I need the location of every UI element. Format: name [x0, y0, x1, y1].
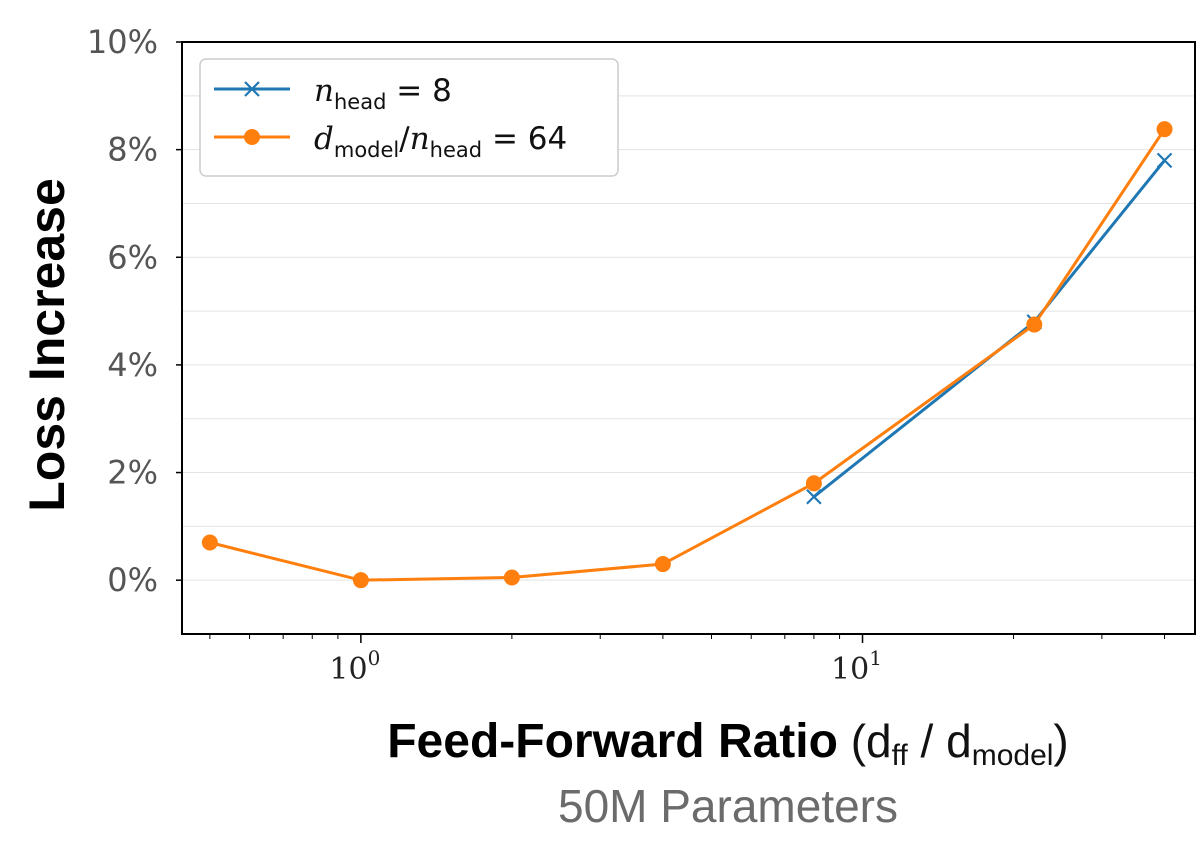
legend-sub: model [334, 138, 399, 162]
legend-label: nhead = 8 [314, 73, 452, 114]
legend-rest: = 64 [482, 121, 567, 157]
x-axis-label-bold: Feed-Forward Ratio [387, 715, 838, 768]
y-tick-label: 10% [87, 23, 158, 61]
x-tick-base: 10 [329, 652, 367, 687]
x-tick-base: 10 [831, 652, 869, 687]
y-ticks: 0% 2% 4% 6% 8% 10% [87, 23, 182, 599]
series-line [209, 128, 1166, 582]
x-axis-label-open: (d [838, 715, 892, 767]
legend-box [199, 58, 619, 177]
legend-marker [244, 129, 260, 145]
data-point [1156, 152, 1173, 169]
data-point [352, 572, 369, 589]
x-ticks: 100 101 [329, 634, 882, 687]
legend-item-d-model-ratio: dmodel/nhead = 64 [214, 121, 567, 162]
y-tick-label: 8% [107, 131, 158, 169]
legend-mid: / [399, 121, 410, 157]
y-tick-label: 0% [107, 561, 158, 599]
x-tick-label: 101 [831, 646, 882, 687]
data-point [654, 556, 671, 573]
legend-rest: = 8 [386, 73, 451, 109]
x-tick-label: 100 [329, 646, 380, 687]
legend-var: d [314, 121, 334, 157]
chart-subtitle: 50M Parameters [558, 780, 898, 832]
y-tick-label: 2% [107, 454, 158, 492]
legend-sub2: head [430, 138, 482, 162]
data-point [806, 488, 822, 505]
series-layer [201, 121, 1173, 589]
x-axis-label-close: ) [1053, 715, 1068, 767]
legend-sub: head [334, 90, 386, 114]
legend-var2: n [410, 121, 430, 157]
x-tick-exponent: 0 [368, 646, 381, 670]
x-tick-exponent: 1 [869, 646, 882, 670]
series-0 [806, 152, 1173, 505]
plot-frame [181, 41, 1196, 635]
data-point [1156, 121, 1173, 138]
data-point [805, 475, 822, 492]
data-point [503, 569, 520, 586]
x-axis-label-sub-ff: ff [892, 739, 909, 772]
legend-var: n [314, 73, 334, 109]
x-axis-label-sub-model: model [972, 739, 1054, 772]
legend: nhead = 8 dmodel/nhead = 64 [199, 58, 619, 177]
x-axis-label: Feed-Forward Ratio (dff / dmodel) [387, 715, 1069, 772]
y-tick-label: 6% [107, 238, 158, 276]
data-point [201, 534, 218, 551]
series-1 [201, 121, 1173, 589]
y-axis-label: Loss Increase [19, 178, 75, 512]
data-point [1026, 316, 1043, 333]
legend-label: dmodel/nhead = 64 [314, 121, 567, 162]
legend-item-n-head: nhead = 8 [214, 73, 452, 114]
legend-marker [244, 81, 260, 97]
y-tick-label: 4% [107, 346, 158, 384]
x-axis-label-mid: / d [908, 715, 972, 767]
